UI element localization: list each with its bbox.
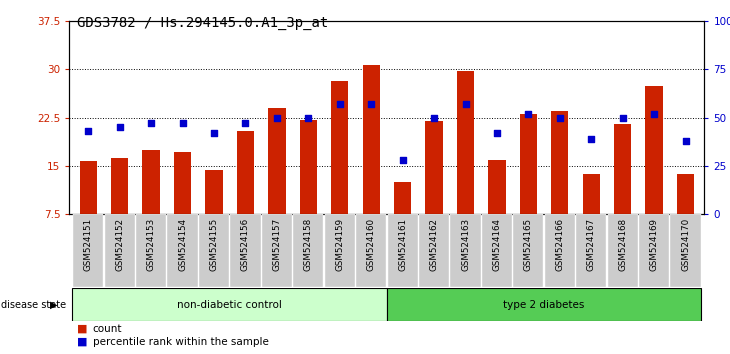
Text: GSM524161: GSM524161 bbox=[398, 218, 407, 271]
Point bbox=[271, 115, 283, 120]
Bar bbox=[142, 150, 160, 214]
Bar bbox=[520, 114, 537, 214]
Text: GSM524169: GSM524169 bbox=[650, 218, 658, 271]
Point bbox=[177, 121, 188, 126]
Bar bbox=[387, 288, 702, 321]
Bar bbox=[205, 170, 223, 214]
Bar bbox=[639, 214, 669, 287]
Bar bbox=[394, 182, 411, 214]
Text: GSM524166: GSM524166 bbox=[556, 218, 564, 271]
Point bbox=[585, 136, 597, 142]
Text: GSM524167: GSM524167 bbox=[587, 218, 596, 271]
Point bbox=[334, 101, 345, 107]
Bar bbox=[551, 111, 569, 214]
Bar bbox=[419, 214, 449, 287]
Bar bbox=[174, 153, 191, 214]
Text: GSM524157: GSM524157 bbox=[272, 218, 281, 271]
Bar bbox=[111, 158, 128, 214]
Bar bbox=[388, 214, 418, 287]
Point bbox=[302, 115, 314, 120]
Bar bbox=[545, 214, 575, 287]
Text: ■: ■ bbox=[77, 337, 87, 347]
Bar bbox=[488, 160, 506, 214]
Bar bbox=[293, 214, 323, 287]
Bar bbox=[356, 214, 386, 287]
Bar bbox=[80, 161, 97, 214]
Text: GSM524165: GSM524165 bbox=[524, 218, 533, 271]
Text: percentile rank within the sample: percentile rank within the sample bbox=[93, 337, 269, 347]
Bar bbox=[677, 174, 694, 214]
Point bbox=[617, 115, 629, 120]
Point bbox=[648, 111, 660, 117]
Bar bbox=[231, 214, 261, 287]
Text: GSM524151: GSM524151 bbox=[84, 218, 93, 271]
Point bbox=[114, 125, 126, 130]
Bar bbox=[72, 288, 387, 321]
Text: non-diabetic control: non-diabetic control bbox=[177, 299, 282, 310]
Text: GSM524159: GSM524159 bbox=[335, 218, 345, 271]
Bar bbox=[325, 214, 355, 287]
Bar bbox=[363, 65, 380, 214]
Point bbox=[680, 138, 691, 144]
Point bbox=[491, 130, 503, 136]
Text: GSM524152: GSM524152 bbox=[115, 218, 124, 271]
Text: count: count bbox=[93, 324, 122, 333]
Text: GSM524160: GSM524160 bbox=[366, 218, 376, 271]
Point bbox=[365, 101, 377, 107]
Bar bbox=[576, 214, 607, 287]
Text: GDS3782 / Hs.294145.0.A1_3p_at: GDS3782 / Hs.294145.0.A1_3p_at bbox=[77, 16, 328, 30]
Bar bbox=[73, 214, 104, 287]
Text: disease state: disease state bbox=[1, 300, 66, 310]
Bar bbox=[299, 120, 317, 214]
Bar bbox=[136, 214, 166, 287]
Text: GSM524154: GSM524154 bbox=[178, 218, 187, 271]
Bar bbox=[645, 86, 663, 214]
Bar bbox=[450, 214, 480, 287]
Bar bbox=[513, 214, 543, 287]
Bar bbox=[199, 214, 229, 287]
Bar bbox=[268, 108, 285, 214]
Text: GSM524168: GSM524168 bbox=[618, 218, 627, 271]
Point bbox=[208, 130, 220, 136]
Bar bbox=[607, 214, 638, 287]
Text: GSM524170: GSM524170 bbox=[681, 218, 690, 271]
Text: GSM524163: GSM524163 bbox=[461, 218, 470, 271]
Bar bbox=[167, 214, 198, 287]
Text: GSM524158: GSM524158 bbox=[304, 218, 312, 271]
Bar bbox=[482, 214, 512, 287]
Point bbox=[523, 111, 534, 117]
Bar bbox=[262, 214, 292, 287]
Text: type 2 diabetes: type 2 diabetes bbox=[504, 299, 585, 310]
Bar bbox=[583, 174, 600, 214]
Bar bbox=[670, 214, 701, 287]
Point bbox=[239, 121, 251, 126]
Bar bbox=[614, 124, 631, 214]
Point bbox=[397, 157, 409, 163]
Text: GSM524164: GSM524164 bbox=[493, 218, 502, 271]
Text: GSM524153: GSM524153 bbox=[147, 218, 155, 271]
Text: ▶: ▶ bbox=[50, 300, 57, 310]
Point bbox=[145, 121, 157, 126]
Bar bbox=[237, 131, 254, 214]
Text: ■: ■ bbox=[77, 324, 87, 333]
Point bbox=[429, 115, 440, 120]
Text: GSM524162: GSM524162 bbox=[429, 218, 439, 271]
Point bbox=[554, 115, 566, 120]
Point bbox=[460, 101, 472, 107]
Bar bbox=[457, 72, 475, 214]
Point bbox=[82, 129, 94, 134]
Text: GSM524155: GSM524155 bbox=[210, 218, 218, 271]
Bar bbox=[104, 214, 135, 287]
Text: GSM524156: GSM524156 bbox=[241, 218, 250, 271]
Bar bbox=[331, 81, 348, 214]
Bar bbox=[426, 121, 442, 214]
